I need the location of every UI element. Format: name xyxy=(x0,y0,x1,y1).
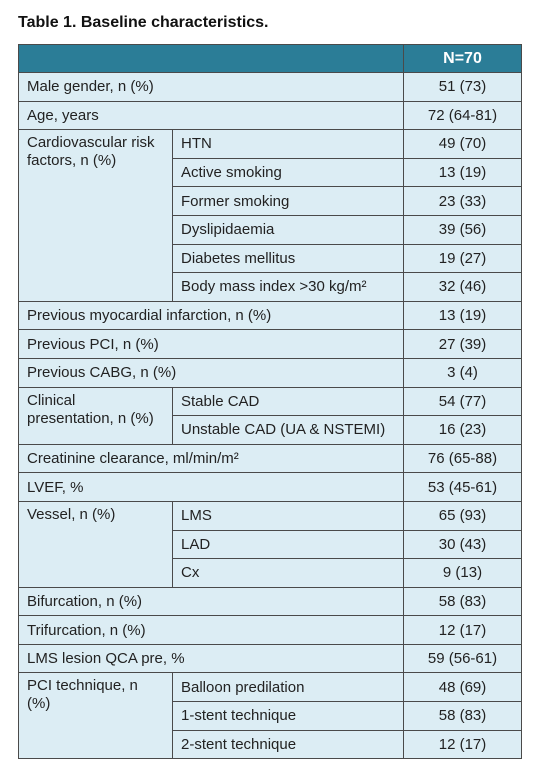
group-label: Vessel, n (%) xyxy=(18,500,173,588)
row-label: Creatinine clearance, ml/min/m² xyxy=(18,443,404,474)
row-value: 13 (19) xyxy=(403,157,522,188)
row-value: 30 (43) xyxy=(403,529,522,560)
row-label: LAD xyxy=(172,529,404,560)
row-value: 12 (17) xyxy=(403,729,522,760)
row-label: HTN xyxy=(172,129,404,159)
row-value: 9 (13) xyxy=(403,558,522,588)
row-label: Previous CABG, n (%) xyxy=(18,357,404,388)
row-value: 13 (19) xyxy=(403,300,522,331)
row-value: 48 (69) xyxy=(403,672,522,703)
row-value: 23 (33) xyxy=(403,186,522,216)
table-row: Active smoking 13 (19) xyxy=(19,157,522,188)
row-label: 2-stent technique xyxy=(172,729,404,760)
table-row: Previous CABG, n (%) 3 (4) xyxy=(18,357,522,388)
row-value: 39 (56) xyxy=(403,214,522,245)
row-label: Male gender, n (%) xyxy=(18,72,404,102)
row-value: 58 (83) xyxy=(403,586,522,617)
table-row: Diabetes mellitus 19 (27) xyxy=(19,243,522,274)
table-row: Trifurcation, n (%) 12 (17) xyxy=(18,615,522,645)
row-label: Balloon predilation xyxy=(172,672,404,703)
table-row: Clinical presentation, n (%) Stable CAD 54… xyxy=(18,386,522,445)
table-row: Male gender, n (%) 51 (73) xyxy=(18,72,522,102)
header-row: N=70 xyxy=(18,44,522,73)
table-row: Previous myocardial infarction, n (%) 13 … xyxy=(18,300,522,331)
table-row: Previous PCI, n (%) 27 (39) xyxy=(18,329,522,359)
table-row: Dyslipidaemia 39 (56) xyxy=(19,214,522,245)
group-label: Cardiovascular risk factors, n (%) xyxy=(18,129,173,302)
row-label: Unstable CAD (UA & NSTEMI) xyxy=(172,415,404,445)
table-row: Unstable CAD (UA & NSTEMI) 16 (23) xyxy=(19,415,522,445)
table-row: Vessel, n (%) LMS 65 (93) xyxy=(18,500,522,588)
table-row: LAD 30 (43) xyxy=(19,529,522,560)
table-row: LMS lesion QCA pre, % 59 (56-61) xyxy=(18,643,522,674)
row-label: Stable CAD xyxy=(172,386,404,417)
table-row: Creatinine clearance, ml/min/m² 76 (65-88… xyxy=(18,443,522,474)
row-value: 27 (39) xyxy=(403,329,522,359)
row-label: Diabetes mellitus xyxy=(172,243,404,274)
row-label: Former smoking xyxy=(172,186,404,216)
row-label: Trifurcation, n (%) xyxy=(18,615,404,645)
group-label: PCI technique, n (%) xyxy=(18,672,173,760)
table-row: Cx 9 (13) xyxy=(19,558,522,588)
table-row: LVEF, % 53 (45-61) xyxy=(18,472,522,502)
group-label: Clinical presentation, n (%) xyxy=(18,386,173,445)
row-value: 58 (83) xyxy=(403,701,522,731)
row-label: LMS lesion QCA pre, % xyxy=(18,643,404,674)
row-value: 19 (27) xyxy=(403,243,522,274)
table-row: 2-stent technique 12 (17) xyxy=(19,729,522,760)
row-label: Bifurcation, n (%) xyxy=(18,586,404,617)
row-label: Active smoking xyxy=(172,157,404,188)
row-label: Age, years xyxy=(18,100,404,131)
row-value: 53 (45-61) xyxy=(403,472,522,502)
row-label: LVEF, % xyxy=(18,472,404,502)
row-value: 72 (64-81) xyxy=(403,100,522,131)
row-value: 32 (46) xyxy=(403,272,522,302)
table: N=70 Male gender, n (%) 51 (73) Age, years… xyxy=(18,44,522,760)
row-value: 51 (73) xyxy=(403,72,522,102)
header-cell: N=70 xyxy=(403,44,522,73)
row-label: 1-stent technique xyxy=(172,701,404,731)
table-title: Table 1. Baseline characteristics. xyxy=(18,14,269,31)
row-value: 49 (70) xyxy=(403,129,522,159)
row-value: 59 (56-61) xyxy=(403,643,522,674)
row-label: LMS xyxy=(172,500,404,531)
table-row: Bifurcation, n (%) 58 (83) xyxy=(18,586,522,617)
header-empty xyxy=(18,44,404,73)
row-value: 12 (17) xyxy=(403,615,522,645)
row-value: 3 (4) xyxy=(403,357,522,388)
row-value: 54 (77) xyxy=(403,386,522,417)
row-label: Dyslipidaemia xyxy=(172,214,404,245)
table-row: Age, years 72 (64-81) xyxy=(18,100,522,131)
row-value: 76 (65-88) xyxy=(403,443,522,474)
table-row: PCI technique, n (%) Balloon predilation 4… xyxy=(18,672,522,760)
table-row: Body mass index >30 kg/m² 32 (46) xyxy=(19,272,522,302)
row-label: Previous myocardial infarction, n (%) xyxy=(18,300,404,331)
row-value: 16 (23) xyxy=(403,415,522,445)
row-label: Cx xyxy=(172,558,404,588)
row-label: Previous PCI, n (%) xyxy=(18,329,404,359)
table-row: Cardiovascular risk factors, n (%) HTN 49 … xyxy=(18,129,522,302)
row-value: 65 (93) xyxy=(403,500,522,531)
row-label: Body mass index >30 kg/m² xyxy=(172,272,404,302)
